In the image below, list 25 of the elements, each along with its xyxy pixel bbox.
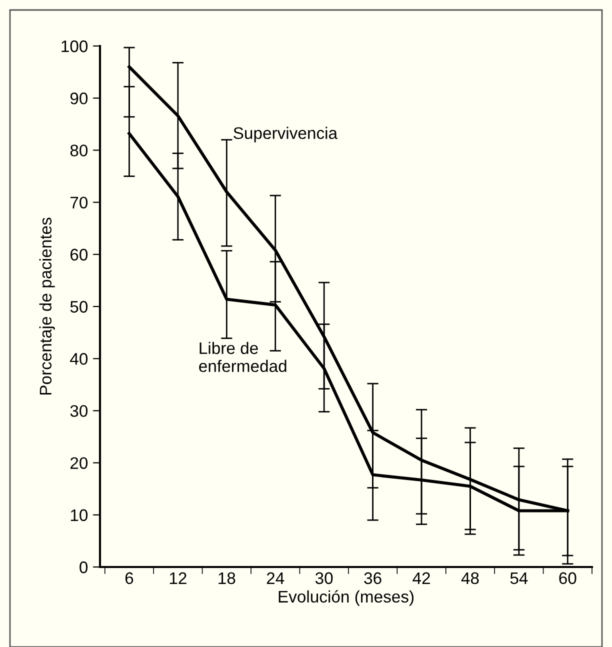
x-tick-label: 12 bbox=[170, 572, 186, 584]
x-axis-title: Evolución (meses) bbox=[278, 590, 414, 606]
x-tick-label: 42 bbox=[412, 572, 430, 584]
y-tick-label: 0 bbox=[80, 561, 88, 574]
y-axis-title: Porcentaje de pacientes bbox=[39, 218, 55, 395]
x-tick-label: 30 bbox=[315, 572, 333, 584]
y-tick-label: 10 bbox=[70, 509, 88, 522]
y-tick-label: 20 bbox=[70, 457, 88, 470]
y-tick-label: 80 bbox=[70, 144, 88, 156]
y-tick-label: 50 bbox=[70, 300, 88, 313]
y-tick-label: 70 bbox=[70, 196, 88, 209]
x-tick-label: 6 bbox=[125, 572, 134, 584]
x-tick-label: 24 bbox=[266, 572, 284, 584]
x-tick-label: 48 bbox=[461, 572, 479, 584]
series-label: Libre de enfermedad bbox=[199, 342, 286, 372]
x-tick-label: 36 bbox=[364, 572, 382, 584]
x-tick-label: 60 bbox=[559, 572, 576, 584]
y-tick-label: 30 bbox=[70, 405, 88, 417]
y-tick-label: 40 bbox=[70, 353, 88, 365]
y-tick-label: 90 bbox=[70, 92, 88, 104]
series-label: Supervivencia bbox=[234, 126, 338, 142]
x-tick-label: 54 bbox=[510, 572, 528, 584]
y-tick-label: 100 bbox=[62, 40, 88, 52]
y-tick-label: 60 bbox=[70, 248, 88, 261]
x-tick-label: 18 bbox=[218, 572, 236, 584]
